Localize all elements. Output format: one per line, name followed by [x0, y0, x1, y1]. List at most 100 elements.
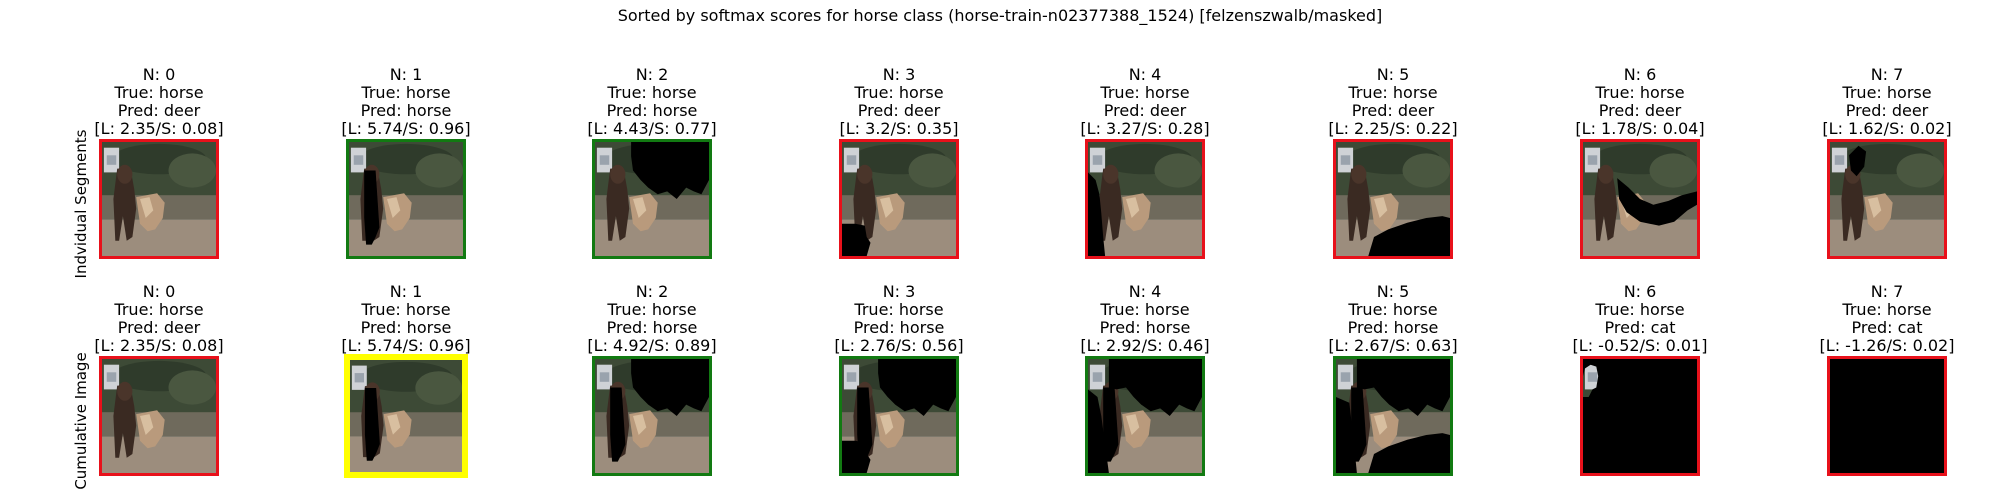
true-class-label: True: horse: [361, 83, 451, 102]
pred-class-label: Pred: horse: [606, 318, 698, 337]
score-label: [L: 4.92/S: 0.89]: [587, 336, 717, 355]
individual-segments-caption-3: N: 3 True: horse Pred: deer [L: 3.2/S: 0.35…: [809, 66, 989, 138]
cumulative-image-thumbnail-7: [1827, 356, 1947, 476]
pred-class-label: Pred: deer: [1845, 101, 1929, 120]
segment-mask: [842, 223, 871, 256]
segment-mask: [1108, 359, 1202, 416]
score-label: [L: 2.76/S: 0.56]: [834, 336, 964, 355]
index-label: N: 3: [882, 65, 916, 84]
horse-photo: [595, 359, 709, 473]
horse-photo: [1583, 142, 1697, 256]
pred-class-label: Pred: horse: [1099, 318, 1191, 337]
score-label: [L: 2.35/S: 0.08]: [94, 119, 224, 138]
cumulative-image-thumbnail-0: [99, 356, 219, 476]
segment-mask: [1849, 145, 1867, 177]
horse-photo: [842, 142, 956, 256]
individual-segments-caption-5: N: 5 True: horse Pred: deer [L: 2.25/S: 0.2…: [1303, 66, 1483, 138]
horse-photo: [842, 359, 956, 473]
index-label: N: 5: [1376, 65, 1410, 84]
index-label: N: 1: [389, 65, 423, 84]
pred-class-label: Pred: horse: [360, 318, 452, 337]
score-label: [L: 2.25/S: 0.22]: [1328, 119, 1458, 138]
horse-photo: [1830, 359, 1944, 473]
cumulative-image-caption-2: N: 2 True: horse Pred: horse [L: 4.92/S: 0.…: [562, 283, 742, 355]
score-label: [L: 2.92/S: 0.46]: [1080, 336, 1210, 355]
segment-mask: [1351, 387, 1367, 462]
segment-mask: [364, 388, 380, 461]
index-label: N: 7: [1870, 65, 1904, 84]
segment-mask: [1368, 433, 1450, 473]
horse-photo: [350, 360, 462, 472]
cumulative-image-thumbnail-5: [1333, 356, 1453, 476]
score-label: [L: -1.26/S: 0.02]: [1819, 336, 1955, 355]
segment-mask: [1088, 389, 1109, 473]
score-label: [L: 5.74/S: 0.96]: [341, 119, 471, 138]
index-label: N: 0: [142, 65, 176, 84]
individual-segments-thumbnail-0: [99, 139, 219, 259]
pred-class-label: Pred: horse: [1347, 318, 1439, 337]
index-label: N: 4: [1128, 282, 1162, 301]
index-label: N: 7: [1870, 282, 1904, 301]
score-label: [L: 5.74/S: 0.96]: [341, 336, 471, 355]
pred-class-label: Pred: cat: [1851, 318, 1923, 337]
true-class-label: True: horse: [1595, 83, 1685, 102]
cumulative-image-caption-1: N: 1 True: horse Pred: horse [L: 5.74/S: 0.…: [316, 283, 496, 355]
cumulative-image-caption-3: N: 3 True: horse Pred: horse [L: 2.76/S: 0.…: [809, 283, 989, 355]
horse-photo: [1336, 359, 1450, 473]
pred-class-label: Pred: deer: [1103, 101, 1187, 120]
horse-photo: [1336, 142, 1450, 256]
segment-mask: [1356, 359, 1450, 416]
true-class-label: True: horse: [607, 300, 697, 319]
pred-class-label: Pred: deer: [857, 101, 941, 120]
individual-segments-thumbnail-5: [1333, 139, 1453, 259]
true-class-label: True: horse: [361, 300, 451, 319]
score-label: [L: 3.27/S: 0.28]: [1080, 119, 1210, 138]
index-label: N: 3: [882, 282, 916, 301]
true-class-label: True: horse: [1348, 300, 1438, 319]
horse-photo: [349, 142, 463, 256]
horse-photo: [102, 359, 216, 473]
individual-segments-caption-7: N: 7 True: horse Pred: deer [L: 1.62/S: 0.0…: [1797, 66, 1977, 138]
true-class-label: True: horse: [1348, 83, 1438, 102]
horse-photo: [1830, 142, 1944, 256]
pred-class-label: Pred: horse: [360, 101, 452, 120]
score-label: [L: 4.43/S: 0.77]: [587, 119, 717, 138]
index-label: N: 4: [1128, 65, 1162, 84]
index-label: N: 0: [142, 282, 176, 301]
individual-segments-thumbnail-2: [592, 139, 712, 259]
pred-class-label: Pred: deer: [1598, 101, 1682, 120]
segment-mask: [1583, 359, 1697, 473]
individual-segments-caption-6: N: 6 True: horse Pred: deer [L: 1.78/S: 0.0…: [1550, 66, 1730, 138]
segment-mask: [878, 359, 956, 416]
cumulative-image-caption-0: N: 0 True: horse Pred: deer [L: 2.35/S: 0.0…: [69, 283, 249, 355]
index-label: N: 5: [1376, 282, 1410, 301]
index-label: N: 6: [1623, 65, 1657, 84]
individual-segments-thumbnail-6: [1580, 139, 1700, 259]
horse-photo: [102, 142, 216, 256]
true-class-label: True: horse: [1100, 300, 1190, 319]
true-class-label: True: horse: [854, 83, 944, 102]
true-class-label: True: horse: [1842, 300, 1932, 319]
segment-mask: [631, 359, 709, 416]
segment-mask: [1103, 387, 1119, 462]
segment-mask: [1830, 359, 1944, 473]
true-class-label: True: horse: [607, 83, 697, 102]
true-class-label: True: horse: [1842, 83, 1932, 102]
pred-class-label: Pred: cat: [1604, 318, 1676, 337]
horse-photo: [1583, 359, 1697, 473]
individual-segments-caption-2: N: 2 True: horse Pred: horse [L: 4.43/S: 0.…: [562, 66, 742, 138]
individual-segments-thumbnail-1: [346, 139, 466, 259]
index-label: N: 2: [635, 282, 669, 301]
figure-title: Sorted by softmax scores for horse class…: [617, 6, 1383, 25]
segment-mask: [610, 387, 626, 462]
score-label: [L: 2.67/S: 0.63]: [1328, 336, 1458, 355]
segment-mask: [631, 142, 709, 199]
row-label-cumulative-image: Cumulative Image: [72, 352, 90, 490]
horse-photo: [1088, 359, 1202, 473]
score-label: [L: 1.78/S: 0.04]: [1575, 119, 1705, 138]
horse-photo: [595, 142, 709, 256]
pred-class-label: Pred: horse: [606, 101, 698, 120]
individual-segments-caption-4: N: 4 True: horse Pred: deer [L: 3.27/S: 0.2…: [1055, 66, 1235, 138]
score-label: [L: 3.2/S: 0.35]: [839, 119, 959, 138]
segment-mask: [1088, 172, 1106, 256]
